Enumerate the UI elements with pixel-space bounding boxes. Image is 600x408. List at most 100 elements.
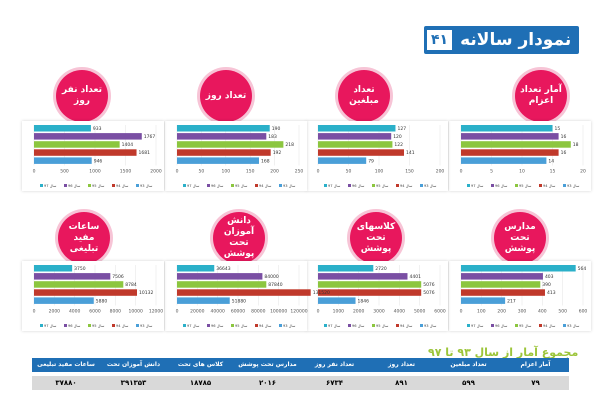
legend-swatch: [467, 324, 470, 327]
tick-label: 6000: [89, 309, 101, 315]
tick-label: 100: [375, 169, 384, 175]
legend-label: سال 97: [44, 184, 56, 188]
data-label: 5076: [423, 290, 435, 296]
tick-label: 500: [558, 309, 567, 315]
summary-value-dispatch: ۷۹: [531, 379, 540, 387]
data-label: 390: [542, 282, 551, 288]
bar: [461, 281, 541, 288]
tick-label: 0: [317, 169, 320, 175]
bar: [177, 141, 284, 148]
legend-swatch: [515, 184, 518, 187]
tick-label: 12000: [149, 309, 163, 315]
legend-label: سال 95: [376, 324, 388, 328]
legend-label: سال 95: [519, 184, 531, 188]
page-title: ۴۱ نمودار سالانه: [424, 26, 580, 54]
legend-label: سال 93: [283, 324, 295, 328]
tick-label: 8000: [110, 309, 122, 315]
legend-swatch: [231, 324, 234, 327]
tick-label: 0: [176, 169, 179, 175]
tick-label: 5: [490, 169, 493, 175]
legend-label: سال 96: [352, 324, 364, 328]
data-label: 10132: [139, 290, 153, 296]
legend-label: سال 95: [376, 184, 388, 188]
tick-label: 50: [199, 169, 205, 175]
tick-label: 0: [460, 169, 463, 175]
legend-swatch: [324, 324, 327, 327]
page-title-text: نمودار سالانه: [460, 30, 572, 50]
tick-label: 120000: [290, 309, 307, 315]
bar: [318, 297, 356, 304]
legend-label: سال 97: [471, 184, 483, 188]
data-label: 131520: [313, 290, 330, 296]
chart-panel-schools: 0 100 200 300 400 500 600 564 403 390 413 217 سال 97…: [449, 261, 591, 331]
chart-person-days: 0 500 1000 1500 2000 933 1767 1404 1681 946 سال 97…: [33, 125, 162, 188]
summary-header-classes: کلاس های تحت پوشش: [177, 361, 224, 382]
tick-label: 100: [477, 309, 486, 315]
legend-swatch: [88, 184, 91, 187]
legend-swatch: [255, 324, 258, 327]
legend-label: سال 96: [68, 324, 80, 328]
legend-label: سال 97: [328, 324, 340, 328]
data-label: 946: [94, 158, 103, 164]
legend-label: سال 94: [543, 324, 555, 328]
legend-label: سال 95: [519, 324, 531, 328]
legend-swatch: [64, 184, 67, 187]
bar: [177, 125, 270, 132]
legend-swatch: [136, 324, 139, 327]
data-label: 4401: [409, 274, 421, 280]
legend-label: سال 96: [68, 184, 80, 188]
data-label: 18: [573, 142, 579, 148]
legend-swatch: [324, 184, 327, 187]
bar: [318, 125, 396, 132]
summary-header-students: دانش آموزان تحت پوشش: [106, 361, 161, 382]
tick-label: 40000: [211, 309, 225, 315]
tick-label: 2000: [49, 309, 61, 315]
summary-value-students: ۳۹۱۳۵۳: [120, 379, 147, 387]
bar: [177, 297, 230, 304]
tick-label: 4000: [394, 309, 406, 315]
tick-label: 10000: [129, 309, 143, 315]
data-label: 120: [393, 134, 402, 140]
legend-swatch: [348, 184, 351, 187]
legend-swatch: [183, 324, 186, 327]
summary-header-hours: ساعات مفید تبلیغی: [37, 361, 95, 368]
legend-label: سال 93: [140, 184, 152, 188]
legend-swatch: [420, 324, 423, 327]
legend-label: سال 97: [328, 184, 340, 188]
data-label: 190: [272, 126, 281, 132]
summary-value-hours: ۳۷۸۸۰: [55, 379, 77, 387]
legend-swatch: [207, 184, 210, 187]
legend-swatch: [563, 184, 566, 187]
bar: [34, 265, 73, 272]
legend-swatch: [40, 324, 43, 327]
legend-label: سال 94: [116, 324, 128, 328]
bar: [461, 297, 506, 304]
summary-value-row: ۷۹ ۵۹۹ ۸۹۱ ۶۷۳۴ ۲۰۱۶ ۱۸۷۸۵ ۳۹۱۳۵۳ ۳۷۸۸۰: [32, 376, 569, 390]
chart-panel-students: 0 20000 40000 60000 80000 100000 120000 36643 84…: [165, 261, 330, 331]
tick-label: 0: [33, 169, 36, 175]
data-label: 1767: [144, 134, 156, 140]
legend-label: سال 94: [400, 184, 412, 188]
data-label: 1404: [122, 142, 134, 148]
data-label: 15: [555, 126, 561, 132]
chart-panel-preachers: 0 50 100 150 200 127 120 122 141 79 سال 97 سال 96 سا…: [306, 121, 448, 191]
bar: [461, 141, 571, 148]
legend-label: سال 97: [471, 324, 483, 328]
tick-label: 1500: [120, 169, 132, 175]
legend-swatch: [539, 184, 542, 187]
bar: [318, 149, 405, 156]
summary-header-dispatch: آمار اعزام: [520, 361, 551, 368]
data-label: 413: [547, 290, 556, 296]
tick-label: 1000: [89, 169, 101, 175]
legend-swatch: [136, 184, 139, 187]
legend-label: سال 97: [44, 324, 56, 328]
tick-label: 200: [270, 169, 279, 175]
bar: [34, 133, 142, 140]
tick-label: 20: [580, 169, 586, 175]
legend-swatch: [467, 184, 470, 187]
legend-label: سال 94: [400, 324, 412, 328]
legend-label: سال 97: [187, 324, 199, 328]
legend-label: سال 96: [495, 184, 507, 188]
